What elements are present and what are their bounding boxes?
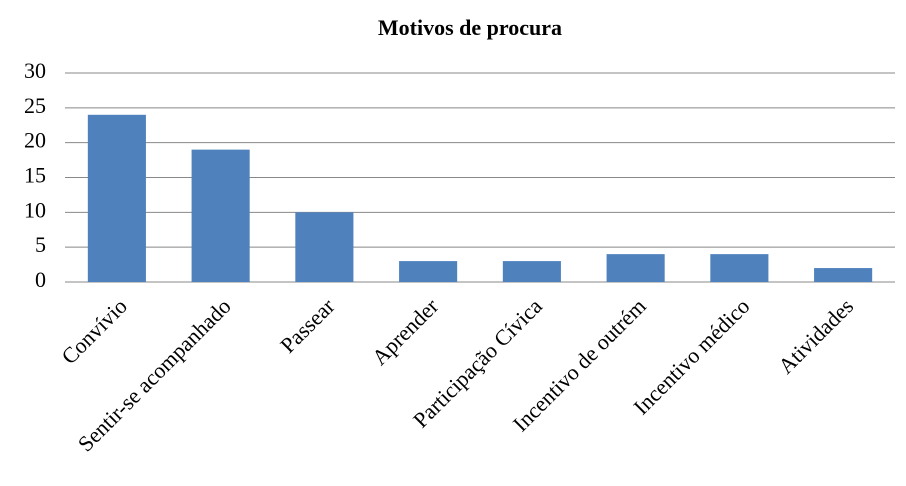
- x-tick-label: Atividades: [773, 293, 858, 378]
- bar: [502, 261, 561, 282]
- bar: [295, 212, 354, 282]
- y-tick-label: 20: [24, 128, 46, 153]
- bar: [814, 268, 873, 282]
- x-tick-label: Convívio: [56, 293, 132, 369]
- y-tick-label: 30: [24, 58, 46, 83]
- bar: [87, 114, 146, 282]
- bar: [399, 261, 458, 282]
- y-tick-label: 0: [35, 267, 46, 292]
- chart-title: Motivos de procura: [378, 15, 562, 40]
- bar: [191, 149, 250, 282]
- bar: [606, 254, 665, 282]
- bar: [710, 254, 769, 282]
- x-tick-label: Aprender: [367, 293, 444, 370]
- x-tick-label: Passear: [275, 293, 340, 358]
- y-tick-label: 10: [24, 197, 46, 222]
- y-tick-label: 25: [24, 93, 46, 118]
- y-tick-label: 5: [35, 232, 46, 257]
- y-tick-label: 15: [24, 163, 46, 188]
